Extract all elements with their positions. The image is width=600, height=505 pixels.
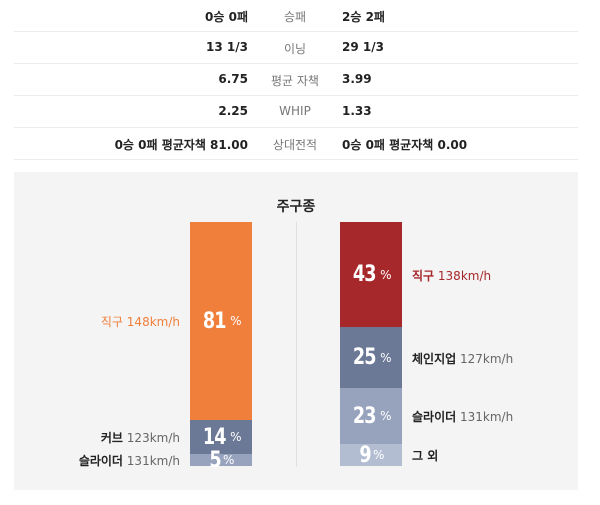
pitch-bar: 81% <box>190 222 252 420</box>
pitch-speed: 131km/h <box>122 454 180 468</box>
percent-sign: % <box>380 409 392 423</box>
stat-row-head-to-head: 0승 0패 평균자책 81.00 상대전적 0승 0패 평균자책 0.00 <box>14 128 578 160</box>
percent-sign: % <box>230 314 242 328</box>
stat-label: 상대전적 <box>272 138 318 152</box>
percent-sign: % <box>380 267 392 282</box>
percent-sign: % <box>380 350 392 365</box>
pitch-label: 직구 148km/h <box>101 313 180 330</box>
pitch-bar: 25% <box>340 327 402 388</box>
pitch-name: 직구 <box>412 268 435 283</box>
right-value: 2승 2패 <box>342 10 385 24</box>
pitch-label: 커브 123km/h <box>101 429 180 446</box>
pitch-percent: 9 <box>359 442 371 468</box>
stat-row-innings: 13 1/3 이닝 29 1/3 <box>14 32 578 64</box>
right-value: 3.99 <box>342 72 372 86</box>
right-value: 1.33 <box>342 104 372 118</box>
pitch-label: 슬라이더 131km/h <box>412 408 513 425</box>
pitch-name: 슬라이더 <box>412 410 457 424</box>
right-value: 29 1/3 <box>342 40 384 54</box>
pitch-percent: 14 <box>203 424 227 450</box>
stats-table: 0승 0패 승패 2승 2패 13 1/3 이닝 29 1/3 6.75 평균 … <box>14 0 578 160</box>
stat-label: 이닝 <box>283 42 307 56</box>
pitch-bar: 5% <box>190 448 252 473</box>
right-value: 0승 0패 평균자책 0.00 <box>342 138 468 152</box>
pitch-name: 직구 <box>100 315 123 329</box>
left-value: 0승 0패 평균자책 81.00 <box>114 138 248 152</box>
pitch-percent: 23 <box>353 403 377 429</box>
pitch-label: 체인지업 127km/h <box>412 350 513 367</box>
pitch-percent: 43 <box>353 262 377 287</box>
pitch-percent: 81 <box>203 308 227 334</box>
percent-sign: % <box>222 453 235 467</box>
left-value: 13 1/3 <box>206 40 248 54</box>
percent-sign: % <box>372 448 385 462</box>
pitch-label: 그 외 <box>412 447 438 464</box>
stat-label: 평균 자책 <box>271 74 319 88</box>
pitch-label: 직구 138km/h <box>412 267 491 284</box>
stat-row-era: 6.75 평균 자책 3.99 <box>14 64 578 96</box>
pitch-name: 커브 <box>100 431 123 445</box>
pitch-speed: 127km/h <box>456 351 514 366</box>
pitch-speed: 131km/h <box>456 410 514 424</box>
stat-label: WHIP <box>279 104 311 118</box>
pitch-bar: 23% <box>340 388 402 444</box>
pitch-bar: 9% <box>340 442 402 468</box>
stat-row-whip: 2.25 WHIP 1.33 <box>14 96 578 128</box>
left-value: 2.25 <box>218 104 248 118</box>
pitch-mix-panel: 주구종 81% 직구 148km/h 14% 커브 123km/h 5% 슬라이더 131… <box>14 172 578 490</box>
left-value: 6.75 <box>218 72 248 86</box>
percent-sign: % <box>230 430 242 444</box>
pitch-bar: 43% <box>340 222 402 327</box>
panel-divider <box>296 222 297 467</box>
pitch-mix-title: 주구종 <box>276 199 316 215</box>
pitch-speed: 148km/h <box>122 315 180 329</box>
pitch-percent: 5 <box>209 447 221 473</box>
pitch-label: 슬라이더 131km/h <box>79 452 180 469</box>
stat-label: 승패 <box>283 10 307 24</box>
left-value: 0승 0패 <box>205 10 248 24</box>
pitch-speed: 123km/h <box>122 431 180 445</box>
pitch-speed: 138km/h <box>434 268 492 283</box>
pitch-name: 슬라이더 <box>78 454 123 468</box>
pitch-name: 그 외 <box>412 449 439 463</box>
pitch-name: 체인지업 <box>412 351 457 366</box>
pitch-percent: 25 <box>353 345 377 370</box>
stat-row-record: 0승 0패 승패 2승 2패 <box>14 0 578 32</box>
pitch-bar: 14% <box>190 420 252 454</box>
